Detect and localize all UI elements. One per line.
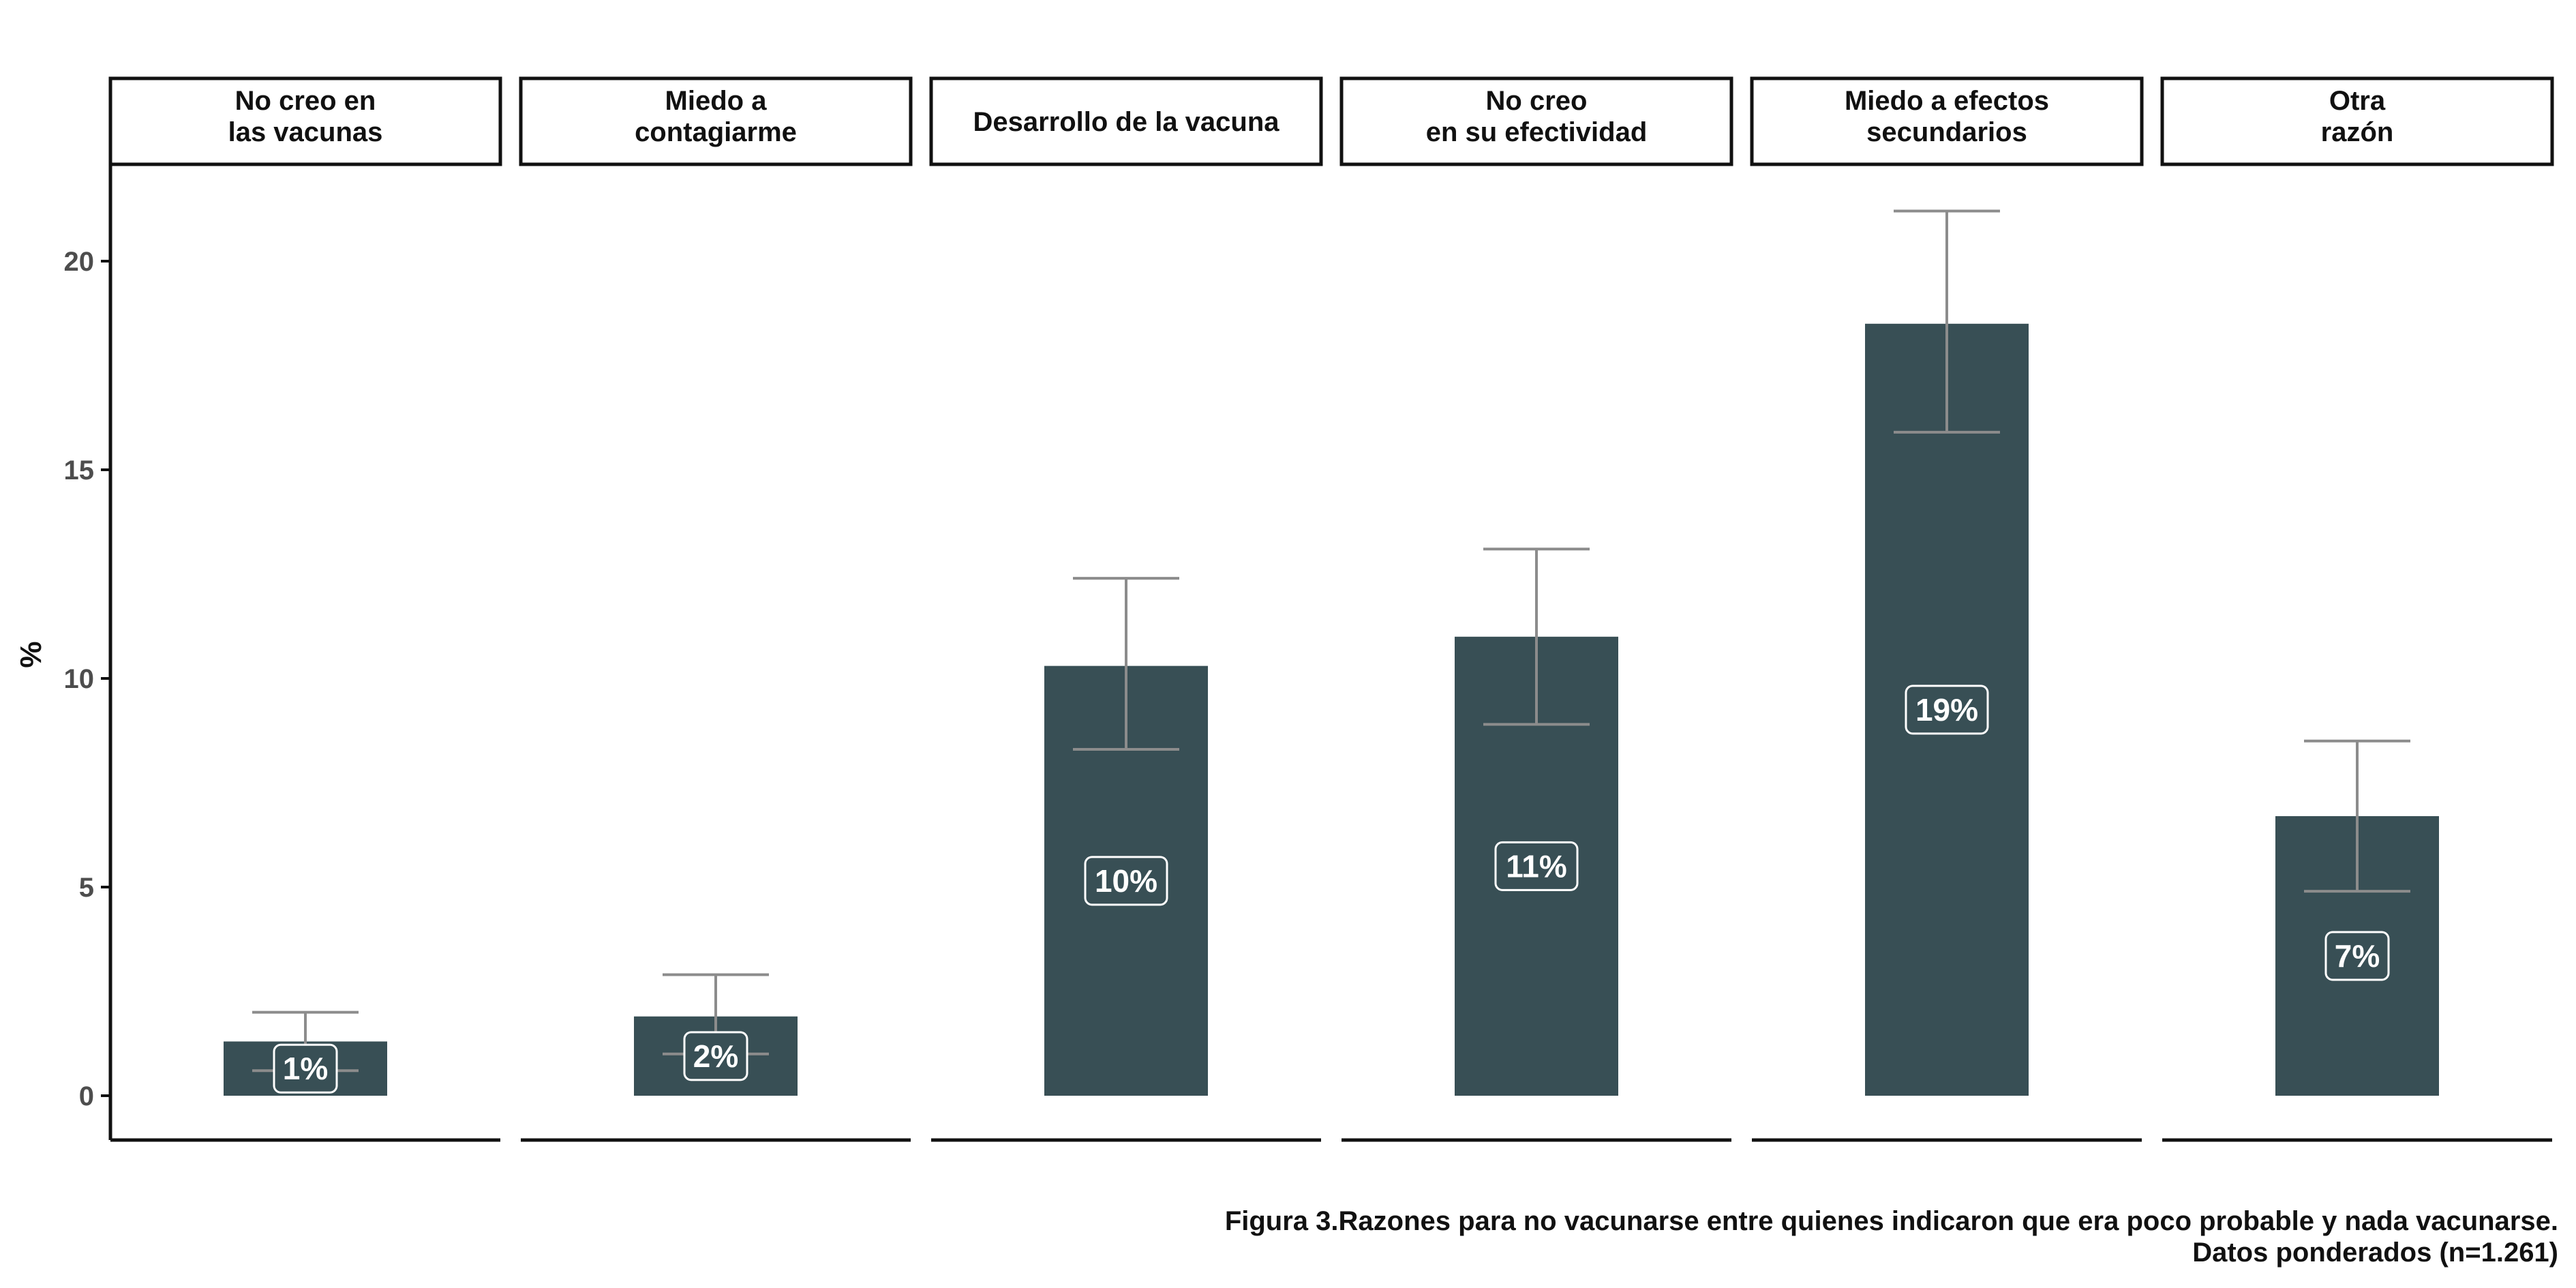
y-tick-label: 15 — [64, 455, 95, 485]
facet-strip-label: Miedo a contagiarme — [635, 86, 797, 147]
data-label: 19% — [1915, 692, 1978, 728]
error-bar — [2304, 739, 2410, 893]
data-label-box — [273, 1043, 338, 1094]
data-label: 7% — [2335, 938, 2380, 974]
data-label-box — [683, 1031, 748, 1081]
error-bar — [1483, 548, 1590, 726]
data-label-box — [2324, 931, 2390, 981]
facet-panel: Otra razón 7% — [2160, 76, 2554, 1142]
facet-strip — [108, 76, 502, 166]
facet-strip-label-line: las vacunas — [228, 117, 383, 147]
facet-panel: No creo en su efectividad 11% — [1339, 76, 1733, 1142]
error-bar — [1073, 577, 1179, 751]
facet-strip-label: Otra razón — [2321, 86, 2394, 147]
facet-strip — [1339, 76, 1733, 166]
data-label: 2% — [693, 1038, 738, 1074]
facet-strip-label-line: Miedo a — [665, 86, 768, 116]
error-bar — [1894, 209, 2000, 434]
facet-strip-label-line: secundarios — [1866, 117, 2027, 147]
facet-strip-label-line: Miedo a efectos — [1845, 86, 2049, 116]
facet-strip-label-line: No creo — [1486, 86, 1588, 116]
caption-line-1: Figura 3.Razones para no vacunarse entre… — [1224, 1206, 2558, 1236]
facet-strip-label-line: Otra — [2329, 86, 2386, 116]
y-tick-label: 20 — [64, 247, 95, 277]
facet-strip-label: No creo en las vacunas — [228, 86, 383, 147]
facet-strip — [1750, 76, 2144, 166]
data-label: 11% — [1506, 848, 1567, 884]
y-tick-label: 10 — [64, 664, 95, 694]
data-label-box — [1494, 841, 1579, 891]
facet-panel: Miedo a contagiarme 2% — [519, 76, 913, 1142]
facet-strip-label-line: No creo en — [235, 86, 376, 116]
facet-panel: No creo en las vacunas 1% — [108, 76, 502, 1142]
data-label-box — [1905, 685, 1989, 735]
facet-panel: Desarrollo de la vacuna 10% — [929, 76, 1323, 1142]
data-label-box — [1084, 856, 1168, 906]
facet-panel: Miedo a efectos secundarios 19% — [1750, 76, 2144, 1142]
facet-strip-label: No creo en su efectividad — [1426, 86, 1648, 147]
facet-strip — [929, 76, 1323, 166]
y-axis-title: % — [14, 641, 48, 668]
caption-line-2: Datos ponderados (n=1.261) — [2192, 1238, 2558, 1268]
data-label: 1% — [283, 1051, 328, 1086]
facet-panels: No creo en las vacunas 1% Miedo a contagiarm… — [108, 76, 2554, 1142]
y-axis: 0 5 10 15 20 — [64, 164, 112, 1140]
facet-strip-label: Desarrollo de la vacuna — [973, 107, 1279, 137]
data-label: 10% — [1095, 863, 1157, 899]
figure-caption: Figura 3.Razones para no vacunarse entre… — [1225, 1205, 2558, 1268]
facet-strip — [2160, 76, 2554, 166]
y-tick-label: 0 — [79, 1081, 94, 1111]
facet-strip — [519, 76, 913, 166]
y-tick-label: 5 — [79, 873, 94, 903]
facet-strip-label-line: razón — [2321, 117, 2394, 147]
facet-strip-label: Miedo a efectos secundarios — [1845, 86, 2049, 147]
facet-strip-label-line: contagiarme — [635, 117, 797, 147]
facet-strip-label-line: en su efectividad — [1426, 117, 1648, 147]
